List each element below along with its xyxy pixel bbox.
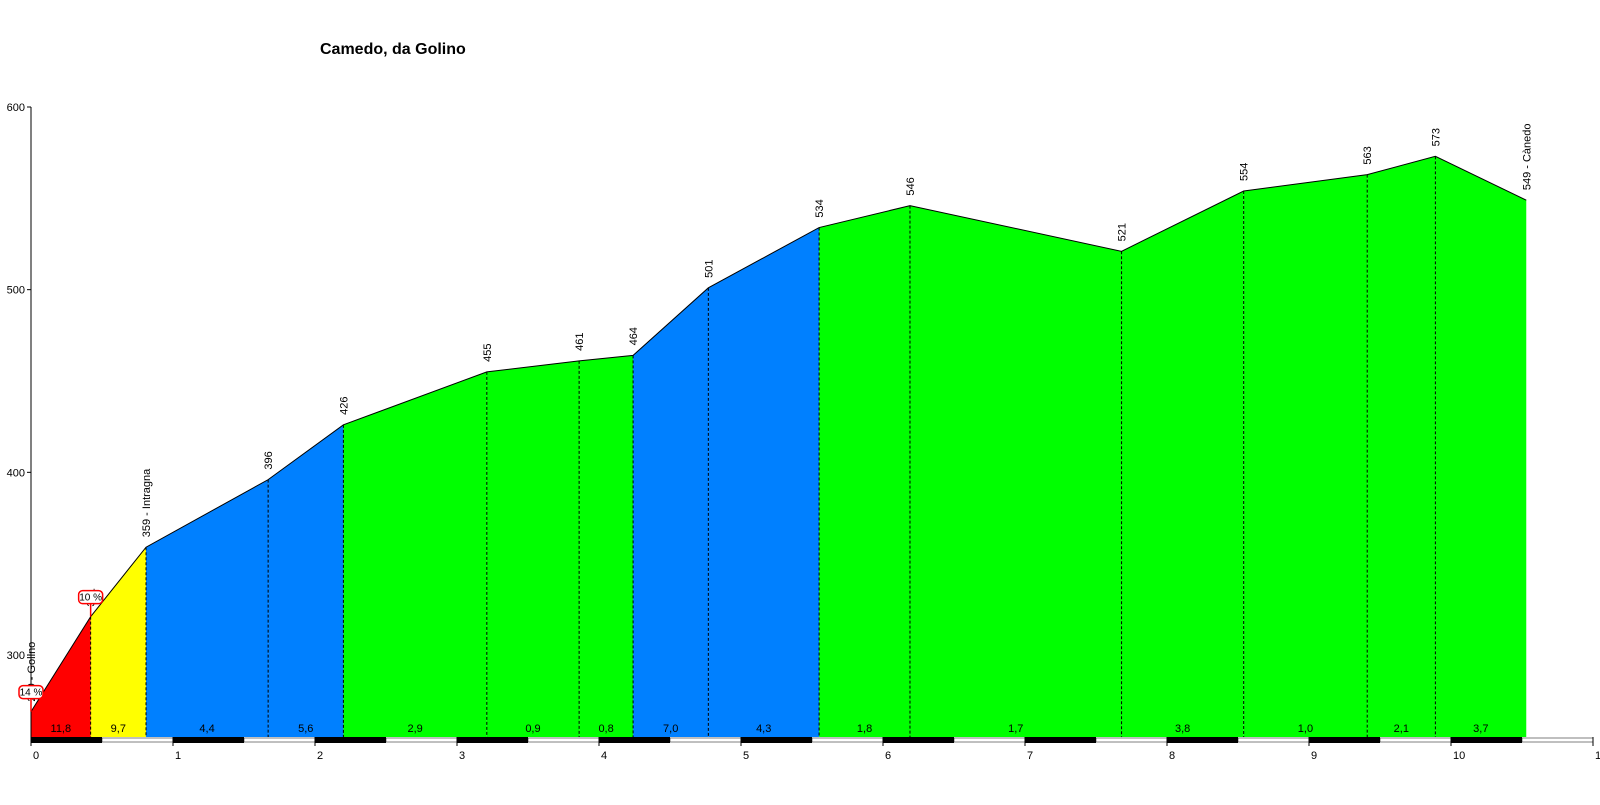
x-axis-scale-block (1095, 737, 1168, 743)
x-axis-scale-block (173, 737, 244, 743)
segment-area (343, 371, 487, 737)
x-axis-scale-block (31, 737, 102, 743)
point-label: 501 (703, 259, 715, 277)
x-axis-scale-block (1237, 737, 1310, 743)
gradient-labels: 11,8 9,7 4,4 5,6 2,9 0,9 0,8 7,0 4,3 1,8 1,7 3,8 1,0… (51, 723, 1489, 735)
x-axis-scale-block (101, 737, 174, 743)
x-axis-scale-block (243, 737, 316, 743)
x-tick-label: 9 (1311, 750, 1317, 762)
segment-dividers (90, 156, 1436, 737)
point-labels: 269 - Golino321359 - Intragna39642645546… (26, 123, 1533, 701)
gradient-label: 0,9 (525, 723, 540, 735)
x-tick-label: 0 (33, 750, 39, 762)
segment-area (146, 479, 269, 737)
gradient-label: 1,0 (1298, 723, 1313, 735)
badge-box (18, 684, 44, 700)
gradient-label: 2,1 (1394, 723, 1409, 735)
segment-area (486, 360, 580, 737)
segment-area (31, 616, 91, 737)
x-axis-scale-block (1309, 737, 1380, 743)
gradient-label: 2,9 (407, 723, 422, 735)
badge-label: 10 % (79, 593, 102, 604)
x-axis-scale-block (811, 737, 884, 743)
badge-label: 14 % (20, 688, 43, 699)
gradient-label: 1,7 (1008, 723, 1023, 735)
point-label: 359 - Intragna (141, 468, 153, 537)
gradient-segments (31, 156, 1527, 737)
axes: 300 400 500 600 0 1 2 3 4 5 6 7 8 9 10 11 (7, 102, 1600, 762)
segment-area (819, 205, 910, 737)
chart-title: Camedo, da Golino (320, 41, 466, 58)
y-tick-label: 600 (7, 102, 25, 114)
gradient-label: 4,3 (756, 723, 771, 735)
x-axis-scale-block (883, 737, 954, 743)
gradient-label: 4,4 (199, 723, 214, 735)
x-tick-label: 3 (459, 750, 465, 762)
point-label: 549 - Cànedo (1521, 123, 1533, 190)
segment-area (1367, 156, 1436, 737)
x-tick-label: 5 (743, 750, 749, 762)
gradient-label: 5,6 (298, 723, 313, 735)
segment-area (268, 424, 344, 737)
point-label: 461 (574, 333, 586, 351)
x-axis-scale-block (1451, 737, 1522, 743)
point-label: 521 (1117, 223, 1129, 241)
gradient-label: 3,8 (1175, 723, 1190, 735)
max-gradient-badge: 14 % (18, 684, 44, 712)
x-axis-scale-block (1521, 737, 1594, 743)
gradient-label: 3,7 (1473, 723, 1488, 735)
y-tick-label: 500 (7, 285, 25, 297)
x-tick-label: 8 (1169, 750, 1175, 762)
point-label: 546 (905, 177, 917, 195)
x-axis-scale-block (1167, 737, 1238, 743)
x-axis-scale-block (315, 737, 386, 743)
gradient-label: 9,7 (111, 723, 126, 735)
max-gradient-badges: 14 % 10 % (18, 589, 104, 712)
x-tick-label: 4 (601, 750, 607, 762)
x-tick-label: 10 (1453, 750, 1465, 762)
point-label: 554 (1239, 163, 1251, 181)
profile-line (30, 155, 1527, 712)
point-label: 464 (628, 327, 640, 345)
x-axis-scale-block (457, 737, 528, 743)
x-tick-label: 11 (1595, 750, 1600, 762)
segment-area (708, 227, 820, 737)
gradient-label: 11,8 (51, 723, 72, 735)
x-axis-scale-block (1025, 737, 1096, 743)
point-label: 455 (482, 344, 494, 362)
segment-area (909, 205, 1122, 737)
segment-area (1435, 156, 1527, 737)
profile-line-layer (30, 155, 1527, 712)
x-axis-scale-block (741, 737, 812, 743)
point-label: 563 (1362, 146, 1374, 164)
segment-area (1243, 174, 1368, 737)
max-gradient-badge: 10 % (77, 589, 104, 617)
point-label: 534 (814, 199, 826, 217)
x-tick-label: 6 (885, 750, 891, 762)
point-label: 573 (1430, 128, 1442, 146)
x-tick-label: 7 (1027, 750, 1033, 762)
x-axis-scale-block (1379, 737, 1452, 743)
gradient-label: 1,8 (857, 723, 872, 735)
point-label: 396 (263, 451, 275, 469)
segment-area (633, 287, 709, 737)
x-tick-label: 1 (175, 750, 181, 762)
gradient-label: 0,8 (598, 723, 613, 735)
segment-area (90, 547, 147, 737)
gradient-label: 7,0 (663, 723, 678, 735)
y-tick-label: 400 (7, 467, 25, 479)
x-axis-scale-block (953, 737, 1026, 743)
segment-area (579, 355, 634, 737)
x-axis-scale-block (669, 737, 742, 743)
x-tick-label: 2 (317, 750, 323, 762)
x-axis-scale-block (599, 737, 670, 743)
y-tick-label: 300 (7, 650, 25, 662)
point-label: 426 (338, 396, 350, 414)
segment-area (1121, 191, 1244, 737)
badge-box (77, 589, 104, 605)
x-axis-scale-block (385, 737, 458, 743)
x-axis-scale-block (527, 737, 600, 743)
